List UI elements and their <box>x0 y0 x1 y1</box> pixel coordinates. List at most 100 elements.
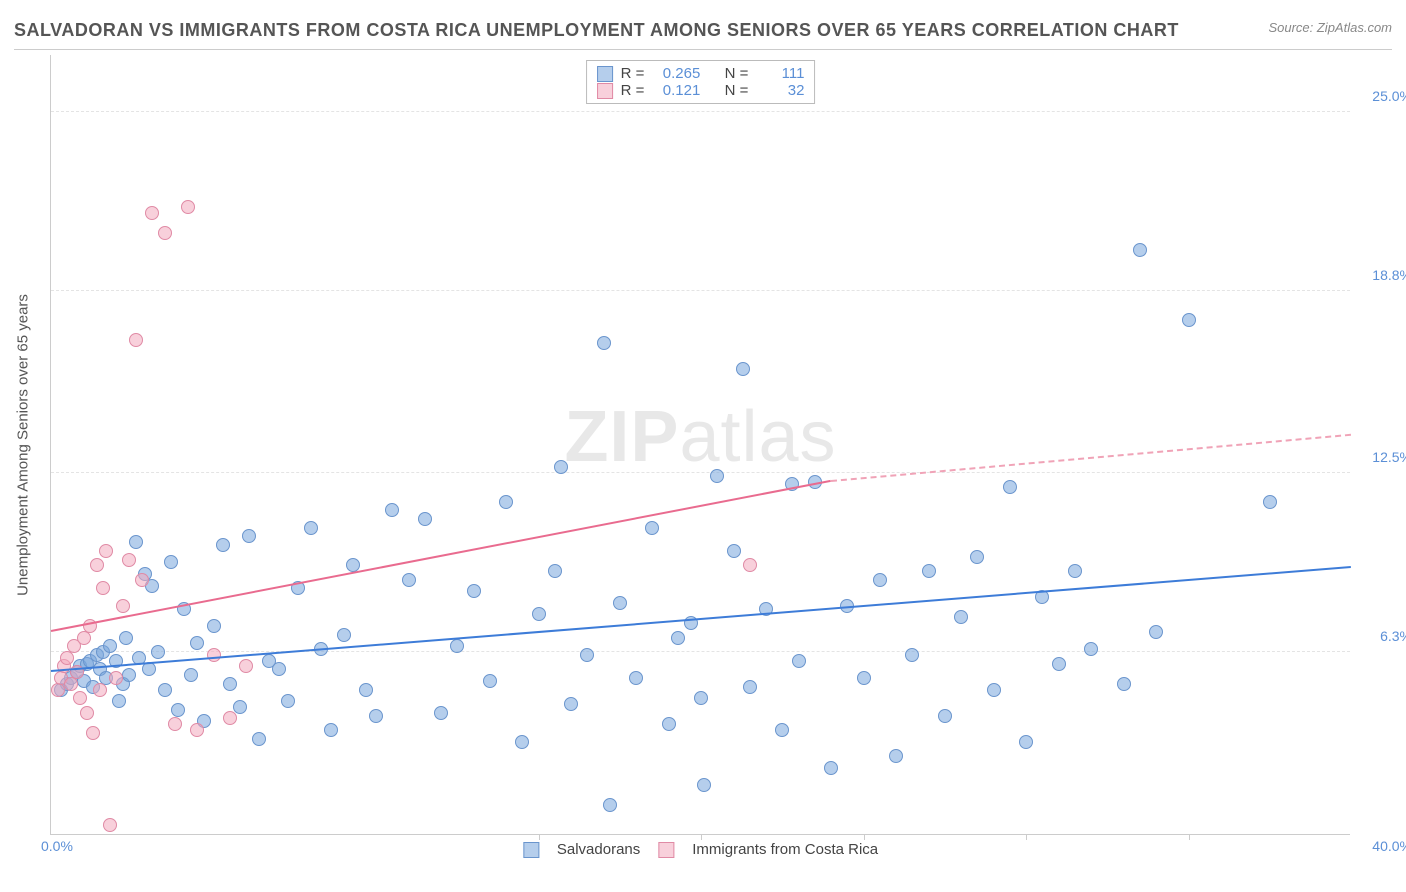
legend-correlation: R = 0.265 N = 111 R = 0.121 N = 32 <box>586 60 816 104</box>
data-point-salvadorans <box>499 495 513 509</box>
data-point-salvadorans <box>434 706 448 720</box>
data-point-salvadorans <box>629 671 643 685</box>
data-point-salvadorans <box>515 735 529 749</box>
gridline <box>51 651 1350 652</box>
data-point-costarica <box>239 659 253 673</box>
data-point-salvadorans <box>970 550 984 564</box>
data-point-salvadorans <box>369 709 383 723</box>
data-point-salvadorans <box>483 674 497 688</box>
data-point-costarica <box>93 683 107 697</box>
data-point-costarica <box>145 206 159 220</box>
data-point-salvadorans <box>857 671 871 685</box>
data-point-salvadorans <box>1117 677 1131 691</box>
legend-row-blue: R = 0.265 N = 111 <box>597 65 805 82</box>
x-tick <box>539 834 540 840</box>
x-origin-label: 0.0% <box>41 838 73 854</box>
x-tick <box>1189 834 1190 840</box>
data-point-salvadorans <box>164 555 178 569</box>
data-point-costarica <box>158 226 172 240</box>
swatch-pink <box>597 83 613 99</box>
data-point-salvadorans <box>743 680 757 694</box>
data-point-costarica <box>190 723 204 737</box>
data-point-salvadorans <box>905 648 919 662</box>
chart-title: SALVADORAN VS IMMIGRANTS FROM COSTA RICA… <box>14 20 1179 41</box>
data-point-salvadorans <box>324 723 338 737</box>
data-point-salvadorans <box>597 336 611 350</box>
data-point-costarica <box>90 558 104 572</box>
data-point-salvadorans <box>337 628 351 642</box>
data-point-salvadorans <box>272 662 286 676</box>
data-point-salvadorans <box>873 573 887 587</box>
data-point-costarica <box>80 706 94 720</box>
data-point-salvadorans <box>252 732 266 746</box>
data-point-salvadorans <box>1052 657 1066 671</box>
data-point-costarica <box>181 200 195 214</box>
data-point-salvadorans <box>171 703 185 717</box>
legend-series: Salvadorans Immigrants from Costa Rica <box>523 841 878 858</box>
data-point-salvadorans <box>359 683 373 697</box>
y-tick-label: 25.0% <box>1372 88 1406 104</box>
data-point-salvadorans <box>548 564 562 578</box>
chart-source: Source: ZipAtlas.com <box>1268 20 1392 35</box>
data-point-salvadorans <box>1149 625 1163 639</box>
gridline <box>51 472 1350 473</box>
swatch-blue <box>597 66 613 82</box>
data-point-salvadorans <box>697 778 711 792</box>
data-point-salvadorans <box>954 610 968 624</box>
data-point-salvadorans <box>710 469 724 483</box>
data-point-salvadorans <box>122 668 136 682</box>
data-point-salvadorans <box>190 636 204 650</box>
data-point-salvadorans <box>304 521 318 535</box>
data-point-salvadorans <box>694 691 708 705</box>
legend-label-pink: Immigrants from Costa Rica <box>692 841 878 858</box>
data-point-costarica <box>99 544 113 558</box>
data-point-salvadorans <box>119 631 133 645</box>
data-point-salvadorans <box>671 631 685 645</box>
data-point-salvadorans <box>1182 313 1196 327</box>
data-point-costarica <box>129 333 143 347</box>
data-point-salvadorans <box>216 538 230 552</box>
data-point-costarica <box>96 581 110 595</box>
data-point-salvadorans <box>564 697 578 711</box>
y-tick-label: 6.3% <box>1380 628 1406 644</box>
swatch-blue <box>523 842 539 858</box>
title-bar: SALVADORAN VS IMMIGRANTS FROM COSTA RICA… <box>14 20 1392 50</box>
data-point-salvadorans <box>662 717 676 731</box>
data-point-costarica <box>116 599 130 613</box>
data-point-salvadorans <box>207 619 221 633</box>
data-point-salvadorans <box>645 521 659 535</box>
data-point-costarica <box>73 691 87 705</box>
y-tick-label: 12.5% <box>1372 449 1406 465</box>
data-point-costarica <box>168 717 182 731</box>
data-point-costarica <box>743 558 757 572</box>
data-point-salvadorans <box>824 761 838 775</box>
data-point-salvadorans <box>402 573 416 587</box>
data-point-salvadorans <box>922 564 936 578</box>
data-point-salvadorans <box>736 362 750 376</box>
data-point-salvadorans <box>233 700 247 714</box>
data-point-salvadorans <box>450 639 464 653</box>
x-end-label: 40.0% <box>1372 838 1406 854</box>
swatch-pink <box>658 842 674 858</box>
data-point-salvadorans <box>242 529 256 543</box>
trend-line <box>51 566 1351 672</box>
data-point-salvadorans <box>467 584 481 598</box>
data-point-salvadorans <box>613 596 627 610</box>
data-point-salvadorans <box>775 723 789 737</box>
data-point-salvadorans <box>184 668 198 682</box>
data-point-salvadorans <box>112 694 126 708</box>
legend-label-blue: Salvadorans <box>557 841 640 858</box>
data-point-salvadorans <box>151 645 165 659</box>
gridline <box>51 290 1350 291</box>
data-point-salvadorans <box>1084 642 1098 656</box>
data-point-salvadorans <box>580 648 594 662</box>
x-tick <box>701 834 702 840</box>
data-point-costarica <box>122 553 136 567</box>
x-tick <box>1026 834 1027 840</box>
data-point-salvadorans <box>158 683 172 697</box>
data-point-salvadorans <box>1019 735 1033 749</box>
data-point-salvadorans <box>281 694 295 708</box>
data-point-salvadorans <box>792 654 806 668</box>
data-point-salvadorans <box>938 709 952 723</box>
trend-line <box>831 433 1351 481</box>
